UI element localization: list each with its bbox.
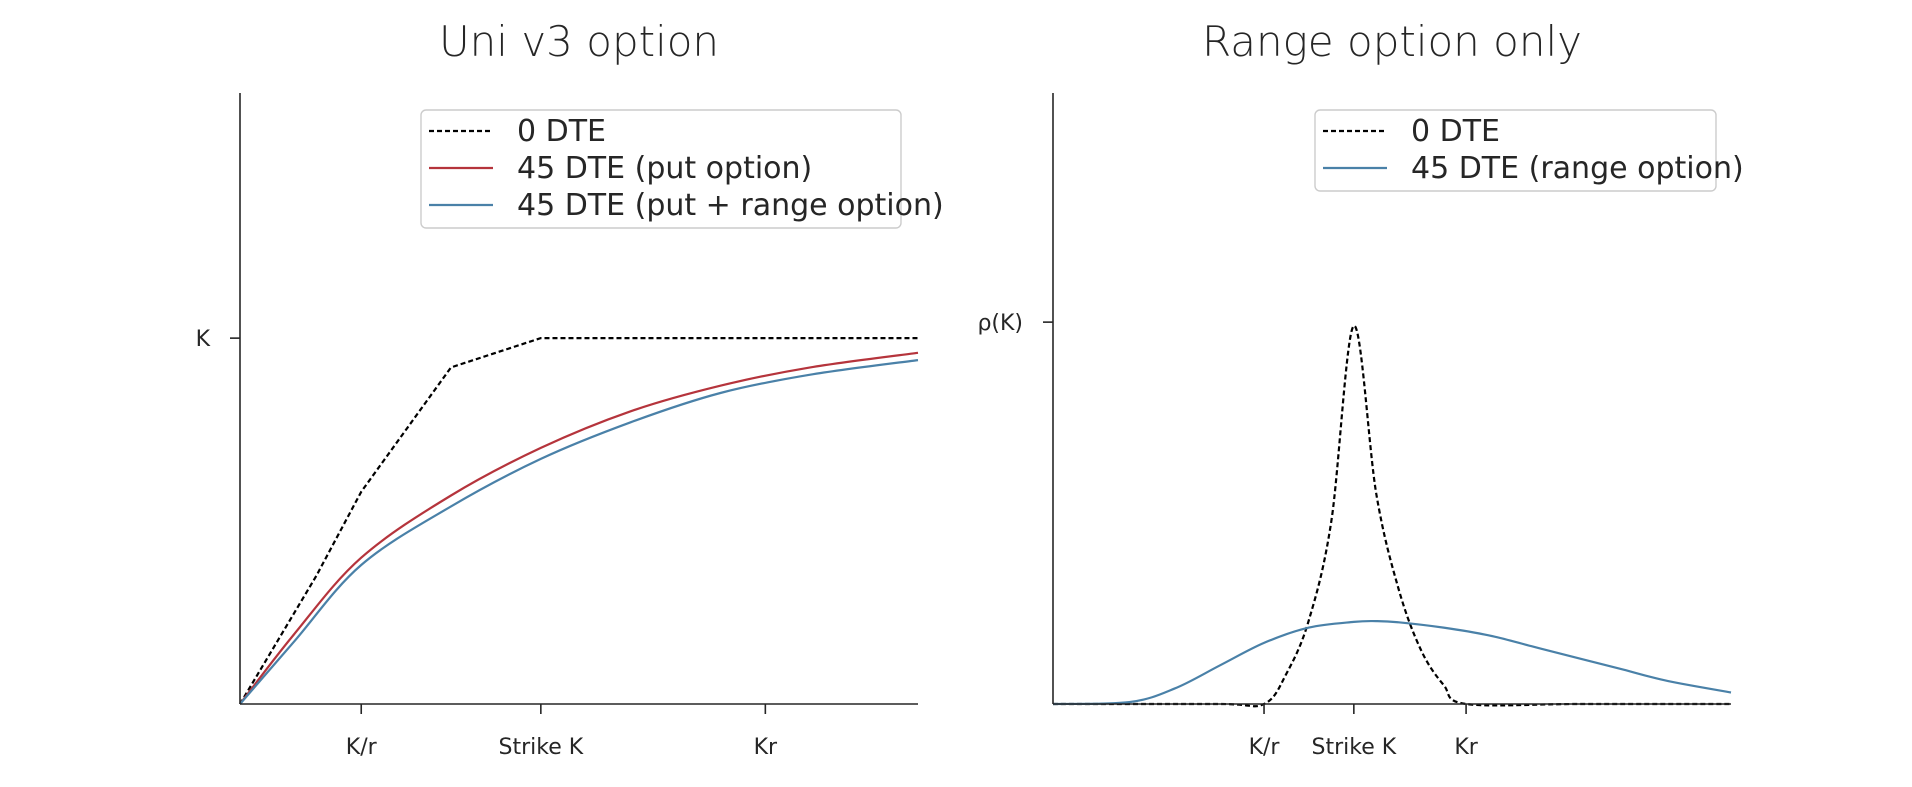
- legend-entry-label: 45 DTE (range option): [1411, 151, 1744, 186]
- x-tick-label: Strike K: [498, 735, 583, 760]
- chart-range-option-only: Range option only K/r Strike K Kr ρ(K) 0 DT…: [977, 17, 1743, 760]
- series-line-1: [239, 351, 919, 705]
- series-line-2: [239, 359, 919, 705]
- x-tick-label: Kr: [1454, 735, 1478, 760]
- x-tick-label: Kr: [754, 735, 778, 760]
- series-line-1: [1052, 619, 1732, 706]
- chart-title: Range option only: [1202, 17, 1582, 66]
- legend-frame: [1314, 109, 1717, 192]
- chart-title: Uni v3 option: [439, 17, 719, 66]
- legend-entry-label: 45 DTE (put option): [517, 151, 812, 186]
- ticks-layer: K/r Strike K Kr K: [196, 327, 778, 760]
- x-tick-label: Strike K: [1311, 735, 1396, 760]
- y-tick-label: K: [196, 327, 211, 352]
- y-tick-label: ρ(K): [977, 311, 1023, 336]
- legend-entry-label: 45 DTE (put + range option): [517, 188, 944, 223]
- legend-entry-label: 0 DTE: [1411, 114, 1500, 149]
- series-layer: [239, 337, 919, 705]
- ticks-layer: K/r Strike K Kr ρ(K): [977, 311, 1478, 760]
- series-layer: [1052, 324, 1732, 708]
- x-tick-label: K/r: [1249, 735, 1281, 760]
- legend-frame: [420, 109, 902, 229]
- x-tick-label: K/r: [346, 735, 378, 760]
- series-line-0: [1052, 324, 1731, 708]
- series-line-0: [239, 337, 918, 705]
- legend-entry-label: 0 DTE: [517, 114, 606, 149]
